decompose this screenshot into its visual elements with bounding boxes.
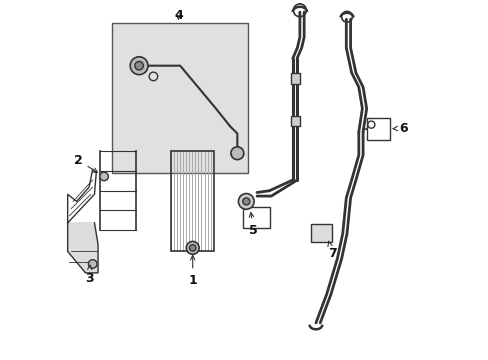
Text: 1: 1 [188,256,197,287]
Polygon shape [67,223,98,273]
Text: 3: 3 [84,265,93,285]
Circle shape [238,194,254,209]
Circle shape [242,198,249,205]
Bar [290,73,299,84]
FancyBboxPatch shape [366,118,389,140]
Circle shape [186,242,199,254]
Circle shape [189,245,196,251]
Circle shape [230,147,244,159]
Bar [171,152,214,251]
Circle shape [130,57,148,75]
Text: 5: 5 [248,212,257,237]
Text: 7: 7 [327,241,336,260]
Text: 2: 2 [74,154,97,172]
Text: 4: 4 [174,9,183,22]
Bar [290,116,299,126]
FancyBboxPatch shape [112,23,247,173]
Circle shape [135,62,143,70]
Text: 6: 6 [392,122,407,135]
Circle shape [88,260,97,268]
Circle shape [100,172,108,181]
FancyBboxPatch shape [310,224,332,242]
FancyBboxPatch shape [242,207,269,228]
